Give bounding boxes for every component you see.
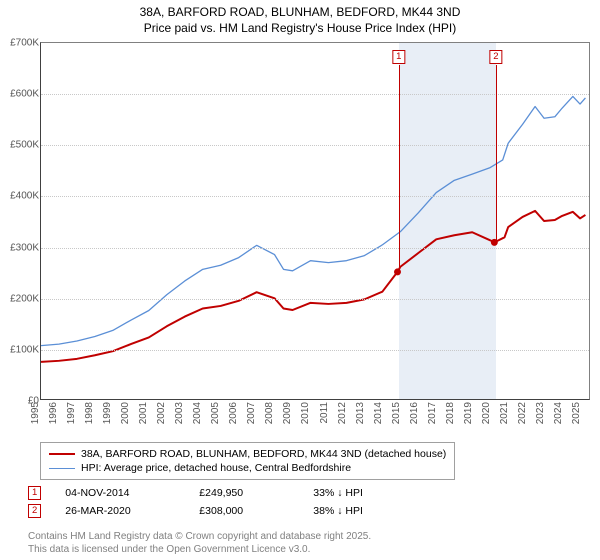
y-tick-label: £300K [10,242,39,253]
gridline [41,94,589,95]
x-tick-label: 1997 [66,402,77,424]
chart-plot-area: £0£100K£200K£300K£400K£500K£600K£700K199… [40,42,590,400]
series-hpi [41,96,585,345]
sale-marker-badge: 2 [28,504,41,518]
attribution-footer: Contains HM Land Registry data © Crown c… [28,531,371,556]
x-tick-label: 2012 [337,402,348,424]
x-tick-label: 2018 [445,402,456,424]
y-tick-label: £700K [10,38,39,49]
x-tick-label: 2022 [517,402,528,424]
footer-line-2: This data is licensed under the Open Gov… [28,544,371,557]
x-tick-label: 2009 [282,402,293,424]
sale-row: 1 04-NOV-2014 £249,950 33% ↓ HPI [28,484,413,502]
x-tick-label: 2025 [571,402,582,424]
sale-marker-dot [394,268,401,275]
legend-item-hpi: HPI: Average price, detached house, Cent… [49,461,446,475]
y-tick-label: £400K [10,191,39,202]
series-price_paid [41,211,585,362]
chart-svg [41,43,589,399]
sale-row: 2 26-MAR-2020 £308,000 38% ↓ HPI [28,502,413,520]
x-tick-label: 1998 [84,402,95,424]
x-tick-label: 2011 [319,402,330,424]
x-tick-label: 2019 [463,402,474,424]
sale-marker-line [399,65,400,273]
x-tick-label: 2001 [138,402,149,424]
y-tick-label: £500K [10,140,39,151]
gridline [41,145,589,146]
x-tick-label: 1996 [48,402,59,424]
x-tick-label: 2002 [156,402,167,424]
x-tick-label: 2004 [192,402,203,424]
x-tick-label: 2010 [300,402,311,424]
sale-date: 04-NOV-2014 [65,487,175,499]
title-line-1: 38A, BARFORD ROAD, BLUNHAM, BEDFORD, MK4… [0,4,600,20]
x-tick-label: 2017 [427,402,438,424]
sale-marker-box: 1 [392,50,405,64]
sale-marker-box: 2 [489,50,502,64]
x-tick-label: 2008 [264,402,275,424]
x-tick-label: 2016 [409,402,420,424]
sale-marker-badge: 1 [28,486,41,500]
title-line-2: Price paid vs. HM Land Registry's House … [0,20,600,36]
gridline [41,196,589,197]
sale-delta: 33% ↓ HPI [313,487,413,499]
sale-marker-line [496,65,497,243]
legend-swatch-hpi [49,468,75,469]
x-tick-label: 2014 [373,402,384,424]
x-tick-label: 2000 [120,402,131,424]
x-tick-label: 1999 [102,402,113,424]
x-tick-label: 2024 [553,402,564,424]
x-tick-label: 2021 [499,402,510,424]
y-tick-label: £200K [10,293,39,304]
y-tick-label: £100K [10,344,39,355]
sale-price: £249,950 [199,487,289,499]
x-tick-label: 2023 [535,402,546,424]
legend-item-price-paid: 38A, BARFORD ROAD, BLUNHAM, BEDFORD, MK4… [49,447,446,461]
legend-swatch-price-paid [49,453,75,455]
sale-price: £308,000 [199,505,289,517]
x-tick-label: 1995 [30,402,41,424]
sales-table: 1 04-NOV-2014 £249,950 33% ↓ HPI 2 26-MA… [28,484,413,520]
x-tick-label: 2006 [228,402,239,424]
x-tick-label: 2003 [174,402,185,424]
gridline [41,350,589,351]
sale-delta: 38% ↓ HPI [313,505,413,517]
legend-label-price-paid: 38A, BARFORD ROAD, BLUNHAM, BEDFORD, MK4… [81,448,446,460]
gridline [41,299,589,300]
x-tick-label: 2015 [391,402,402,424]
sale-date: 26-MAR-2020 [65,505,175,517]
x-tick-label: 2013 [355,402,366,424]
footer-line-1: Contains HM Land Registry data © Crown c… [28,531,371,544]
gridline [41,248,589,249]
chart-title: 38A, BARFORD ROAD, BLUNHAM, BEDFORD, MK4… [0,0,600,36]
x-tick-label: 2005 [210,402,221,424]
legend-box: 38A, BARFORD ROAD, BLUNHAM, BEDFORD, MK4… [40,442,455,480]
x-tick-label: 2007 [246,402,257,424]
legend-label-hpi: HPI: Average price, detached house, Cent… [81,462,351,474]
x-tick-label: 2020 [481,402,492,424]
y-tick-label: £600K [10,89,39,100]
